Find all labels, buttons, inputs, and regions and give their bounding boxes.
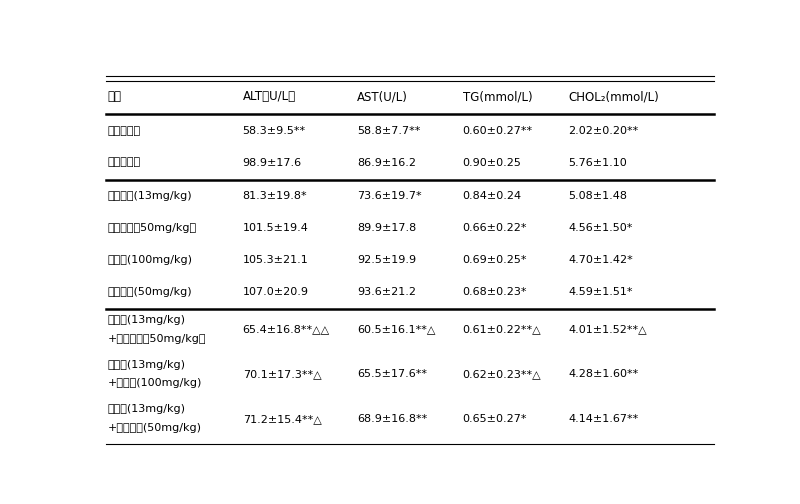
Text: 5.08±1.48: 5.08±1.48 — [568, 192, 627, 201]
Text: 4.01±1.52**△: 4.01±1.52**△ — [568, 325, 646, 335]
Text: 0.62±0.23**△: 0.62±0.23**△ — [462, 369, 542, 379]
Text: 茴三硫(13mg/kg): 茴三硫(13mg/kg) — [107, 360, 186, 370]
Text: 5.76±1.10: 5.76±1.10 — [568, 158, 627, 167]
Text: 0.68±0.23*: 0.68±0.23* — [462, 287, 527, 297]
Text: 0.60±0.27**: 0.60±0.27** — [462, 125, 533, 136]
Text: 组别: 组别 — [107, 90, 122, 103]
Text: 空白对照组: 空白对照组 — [107, 125, 141, 136]
Text: 2.02±0.20**: 2.02±0.20** — [568, 125, 638, 136]
Text: 101.5±19.4: 101.5±19.4 — [242, 223, 309, 233]
Text: 81.3±19.8*: 81.3±19.8* — [242, 192, 307, 201]
Text: 65.5±17.6**: 65.5±17.6** — [358, 369, 427, 379]
Text: 58.8±7.7**: 58.8±7.7** — [358, 125, 421, 136]
Text: 107.0±20.9: 107.0±20.9 — [242, 287, 309, 297]
Text: AST(U/L): AST(U/L) — [358, 90, 408, 103]
Text: +非诺贝特（50mg/kg）: +非诺贝特（50mg/kg） — [107, 334, 206, 344]
Text: 模型对照组: 模型对照组 — [107, 158, 141, 167]
Text: 0.84±0.24: 0.84±0.24 — [462, 192, 522, 201]
Text: 70.1±17.3**△: 70.1±17.3**△ — [242, 369, 322, 379]
Text: +苯扎贝特(50mg/kg): +苯扎贝特(50mg/kg) — [107, 423, 202, 433]
Text: 93.6±21.2: 93.6±21.2 — [358, 287, 416, 297]
Text: 苯扎贝特(50mg/kg): 苯扎贝特(50mg/kg) — [107, 287, 192, 297]
Text: 0.65±0.27*: 0.65±0.27* — [462, 414, 527, 424]
Text: 4.28±1.60**: 4.28±1.60** — [568, 369, 638, 379]
Text: ALT（U/L）: ALT（U/L） — [242, 90, 296, 103]
Text: 氯贝特(100mg/kg): 氯贝特(100mg/kg) — [107, 255, 193, 265]
Text: 0.66±0.22*: 0.66±0.22* — [462, 223, 527, 233]
Text: 71.2±15.4**△: 71.2±15.4**△ — [242, 414, 322, 424]
Text: 4.14±1.67**: 4.14±1.67** — [568, 414, 638, 424]
Text: 98.9±17.6: 98.9±17.6 — [242, 158, 302, 167]
Text: 4.59±1.51*: 4.59±1.51* — [568, 287, 633, 297]
Text: 4.56±1.50*: 4.56±1.50* — [568, 223, 633, 233]
Text: 58.3±9.5**: 58.3±9.5** — [242, 125, 306, 136]
Text: 非诺贝特（50mg/kg）: 非诺贝特（50mg/kg） — [107, 223, 197, 233]
Text: 4.70±1.42*: 4.70±1.42* — [568, 255, 633, 265]
Text: 65.4±16.8**△△: 65.4±16.8**△△ — [242, 325, 330, 335]
Text: 0.61±0.22**△: 0.61±0.22**△ — [462, 325, 542, 335]
Text: 茴三硫组(13mg/kg): 茴三硫组(13mg/kg) — [107, 192, 192, 201]
Text: 茴三硫(13mg/kg): 茴三硫(13mg/kg) — [107, 405, 186, 414]
Text: 105.3±21.1: 105.3±21.1 — [242, 255, 308, 265]
Text: 0.90±0.25: 0.90±0.25 — [462, 158, 522, 167]
Text: 0.69±0.25*: 0.69±0.25* — [462, 255, 527, 265]
Text: 茴三硫(13mg/kg): 茴三硫(13mg/kg) — [107, 315, 186, 325]
Text: +氯贝特(100mg/kg): +氯贝特(100mg/kg) — [107, 379, 202, 389]
Text: 89.9±17.8: 89.9±17.8 — [358, 223, 417, 233]
Text: 86.9±16.2: 86.9±16.2 — [358, 158, 416, 167]
Text: 68.9±16.8**: 68.9±16.8** — [358, 414, 427, 424]
Text: 92.5±19.9: 92.5±19.9 — [358, 255, 417, 265]
Text: CHOL₂(mmol/L): CHOL₂(mmol/L) — [568, 90, 659, 103]
Text: 60.5±16.1**△: 60.5±16.1**△ — [358, 325, 436, 335]
Text: TG(mmol/L): TG(mmol/L) — [462, 90, 532, 103]
Text: 73.6±19.7*: 73.6±19.7* — [358, 192, 422, 201]
